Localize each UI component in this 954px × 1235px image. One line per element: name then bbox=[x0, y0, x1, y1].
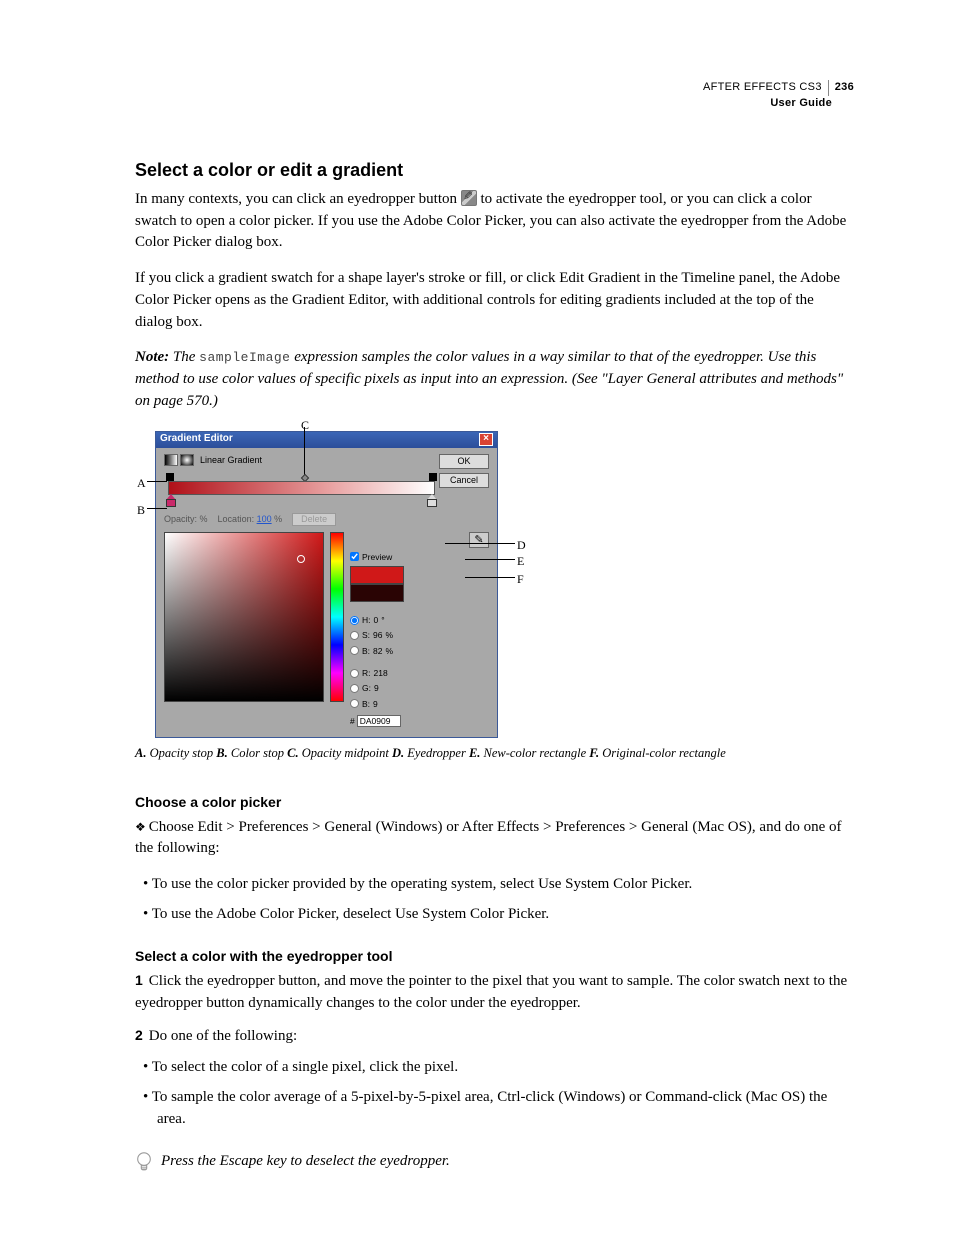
color-stop-right[interactable] bbox=[427, 499, 437, 509]
r-radio[interactable] bbox=[350, 669, 359, 678]
cancel-button[interactable]: Cancel bbox=[439, 473, 489, 488]
subheading-choose: Choose a color picker bbox=[135, 792, 854, 812]
b-radio[interactable] bbox=[350, 646, 359, 655]
g-radio[interactable] bbox=[350, 684, 359, 693]
bullet-item: To use the Adobe Color Picker, deselect … bbox=[143, 904, 854, 926]
delete-button[interactable]: Delete bbox=[292, 513, 336, 526]
guide-label: User Guide bbox=[135, 96, 832, 112]
eyedropper-icon bbox=[461, 190, 477, 206]
gradient-type-label: Linear Gradient bbox=[200, 454, 262, 467]
hex-input[interactable] bbox=[357, 715, 401, 727]
gradient-editor-window: Gradient Editor × Linear Gradient bbox=[155, 431, 498, 739]
linear-gradient-icon[interactable] bbox=[164, 454, 178, 466]
callout-d: D bbox=[517, 537, 526, 554]
s-radio[interactable] bbox=[350, 631, 359, 640]
h-radio[interactable] bbox=[350, 616, 359, 625]
bullet-item: To use the color picker provided by the … bbox=[143, 874, 854, 896]
subheading-eyedropper: Select a color with the eyedropper tool bbox=[135, 946, 854, 966]
old-color-swatch bbox=[350, 584, 404, 602]
close-icon[interactable]: × bbox=[479, 433, 493, 446]
gradient-editor-figure: C A B D E F Gradient Editor × Linear Gra… bbox=[155, 431, 535, 739]
opacity-stop-right[interactable] bbox=[429, 473, 437, 481]
callout-f: F bbox=[517, 571, 524, 588]
stop-controls: Opacity: % Location: 100 % Delete bbox=[164, 513, 489, 526]
page-number: 236 bbox=[829, 81, 854, 93]
section-heading: Select a color or edit a gradient bbox=[135, 157, 854, 183]
step-1: 1Click the eyedropper button, and move t… bbox=[135, 970, 854, 1015]
intro-paragraph-2: If you click a gradient swatch for a sha… bbox=[135, 268, 854, 333]
callout-e: E bbox=[517, 553, 524, 570]
tip-row: Press the Escape key to deselect the eye… bbox=[135, 1151, 854, 1174]
callout-c: C bbox=[301, 417, 309, 434]
b2-radio[interactable] bbox=[350, 699, 359, 708]
step-2: 2Do one of the following: bbox=[135, 1025, 854, 1048]
eyedropper-button[interactable]: ✎ bbox=[469, 532, 489, 548]
window-title: Gradient Editor bbox=[160, 432, 233, 447]
tip-text: Press the Escape key to deselect the eye… bbox=[161, 1151, 450, 1173]
hue-slider[interactable] bbox=[330, 532, 344, 702]
gradient-bar-area[interactable] bbox=[164, 473, 439, 507]
bullet-item: To select the color of a single pixel, c… bbox=[143, 1057, 854, 1079]
opacity-stop-left[interactable] bbox=[166, 473, 174, 481]
page-header: AFTER EFFECTS CS3236 User Guide bbox=[135, 80, 854, 112]
callout-a: A bbox=[137, 475, 146, 492]
color-field[interactable] bbox=[164, 532, 324, 702]
callout-b: B bbox=[137, 502, 145, 519]
gradient-bar[interactable] bbox=[168, 481, 435, 495]
intro-paragraph-1: In many contexts, you can click an eyedr… bbox=[135, 189, 854, 254]
new-color-swatch bbox=[350, 566, 404, 584]
preview-checkbox[interactable] bbox=[350, 552, 359, 561]
window-titlebar: Gradient Editor × bbox=[156, 432, 497, 448]
note-paragraph: Note: The sampleImage expression samples… bbox=[135, 347, 854, 412]
ok-button[interactable]: OK bbox=[439, 454, 489, 469]
figure-caption: A. Opacity stop B. Color stop C. Opacity… bbox=[135, 744, 854, 762]
color-stop-left[interactable] bbox=[166, 499, 176, 509]
radial-gradient-icon[interactable] bbox=[180, 454, 194, 466]
bullet-item: To sample the color average of a 5-pixel… bbox=[143, 1087, 854, 1131]
choose-instruction: Choose Edit > Preferences > General (Win… bbox=[135, 817, 854, 861]
lightbulb-icon bbox=[135, 1151, 153, 1174]
product-name: AFTER EFFECTS CS3 bbox=[703, 80, 829, 96]
